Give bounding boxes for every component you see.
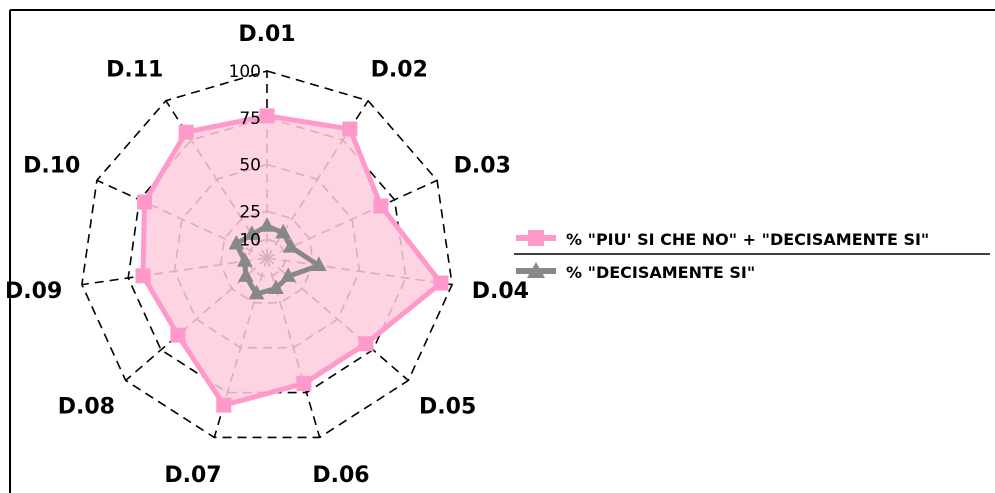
series-1-point-D.03 — [373, 198, 389, 214]
grid-ring-75 — [127, 116, 407, 394]
series-2-point-D.06 — [268, 279, 284, 295]
category-label-D.09: D.09 — [5, 279, 62, 304]
category-label-D.01: D.01 — [238, 22, 295, 47]
category-label-D.11: D.11 — [106, 58, 163, 83]
series-1-point-D.02 — [342, 121, 358, 137]
series-2-point-D.04 — [310, 256, 327, 271]
tick-label-75: 75 — [239, 109, 261, 129]
series-2-point-D.03 — [282, 238, 299, 253]
series-2-point-D.10 — [228, 234, 245, 250]
legend-marker-triangle-icon — [527, 262, 545, 278]
series-1-point-D.11 — [178, 124, 194, 140]
series-1-point-D.10 — [137, 194, 153, 210]
tick-label-10: 10 — [239, 230, 261, 250]
category-label-D.04: D.04 — [472, 279, 529, 304]
legend-label-series-1: % "PIU' SI CHE NO" + "DECISAMENTE SI" — [566, 230, 929, 249]
grid-ring-100 — [81, 70, 453, 439]
series-2-point-D.08 — [237, 267, 254, 282]
series-2-point-D.01 — [259, 217, 275, 232]
tick-label-50: 50 — [239, 156, 261, 176]
category-label-D.02: D.02 — [371, 58, 428, 83]
series-1-point-D.06 — [296, 376, 312, 392]
legend-label-series-2: % "DECISAMENTE SI" — [566, 263, 755, 282]
category-labels: D.01 D.02 D.03 D.04 D.05 D.06 D.07 D.08 D.09 D.10… — [5, 22, 529, 488]
series-1-point-D.05 — [358, 336, 374, 352]
series-1-point-D.09 — [135, 268, 151, 284]
category-label-D.08: D.08 — [58, 394, 115, 419]
series-line-1 — [140, 113, 444, 408]
radar-series — [135, 108, 449, 413]
tick-label-100: 100 — [229, 62, 261, 82]
category-label-D.05: D.05 — [419, 394, 476, 419]
radial-tick-labels: 10 25 50 75 100 — [229, 62, 261, 250]
series-2-point-D.05 — [280, 267, 297, 282]
series-1-point-D.08 — [170, 327, 186, 343]
legend-marker-square-icon — [528, 230, 544, 246]
category-label-D.06: D.06 — [312, 463, 369, 488]
category-label-D.10: D.10 — [23, 154, 80, 179]
category-label-D.03: D.03 — [454, 154, 511, 179]
series-1-point-D.04 — [433, 275, 449, 291]
series-1-point-D.07 — [216, 397, 232, 413]
series-1-point-D.01 — [259, 108, 275, 124]
tick-label-25: 25 — [239, 202, 261, 222]
category-label-D.07: D.07 — [164, 463, 221, 488]
series-2-point-D.07 — [248, 284, 265, 300]
legend: % "PIU' SI CHE NO" + "DECISAMENTE SI" % … — [514, 230, 990, 282]
series-2-point-D.02 — [275, 223, 292, 239]
series-2-point-D.11 — [243, 225, 260, 240]
series-2-point-D.09 — [236, 252, 253, 267]
